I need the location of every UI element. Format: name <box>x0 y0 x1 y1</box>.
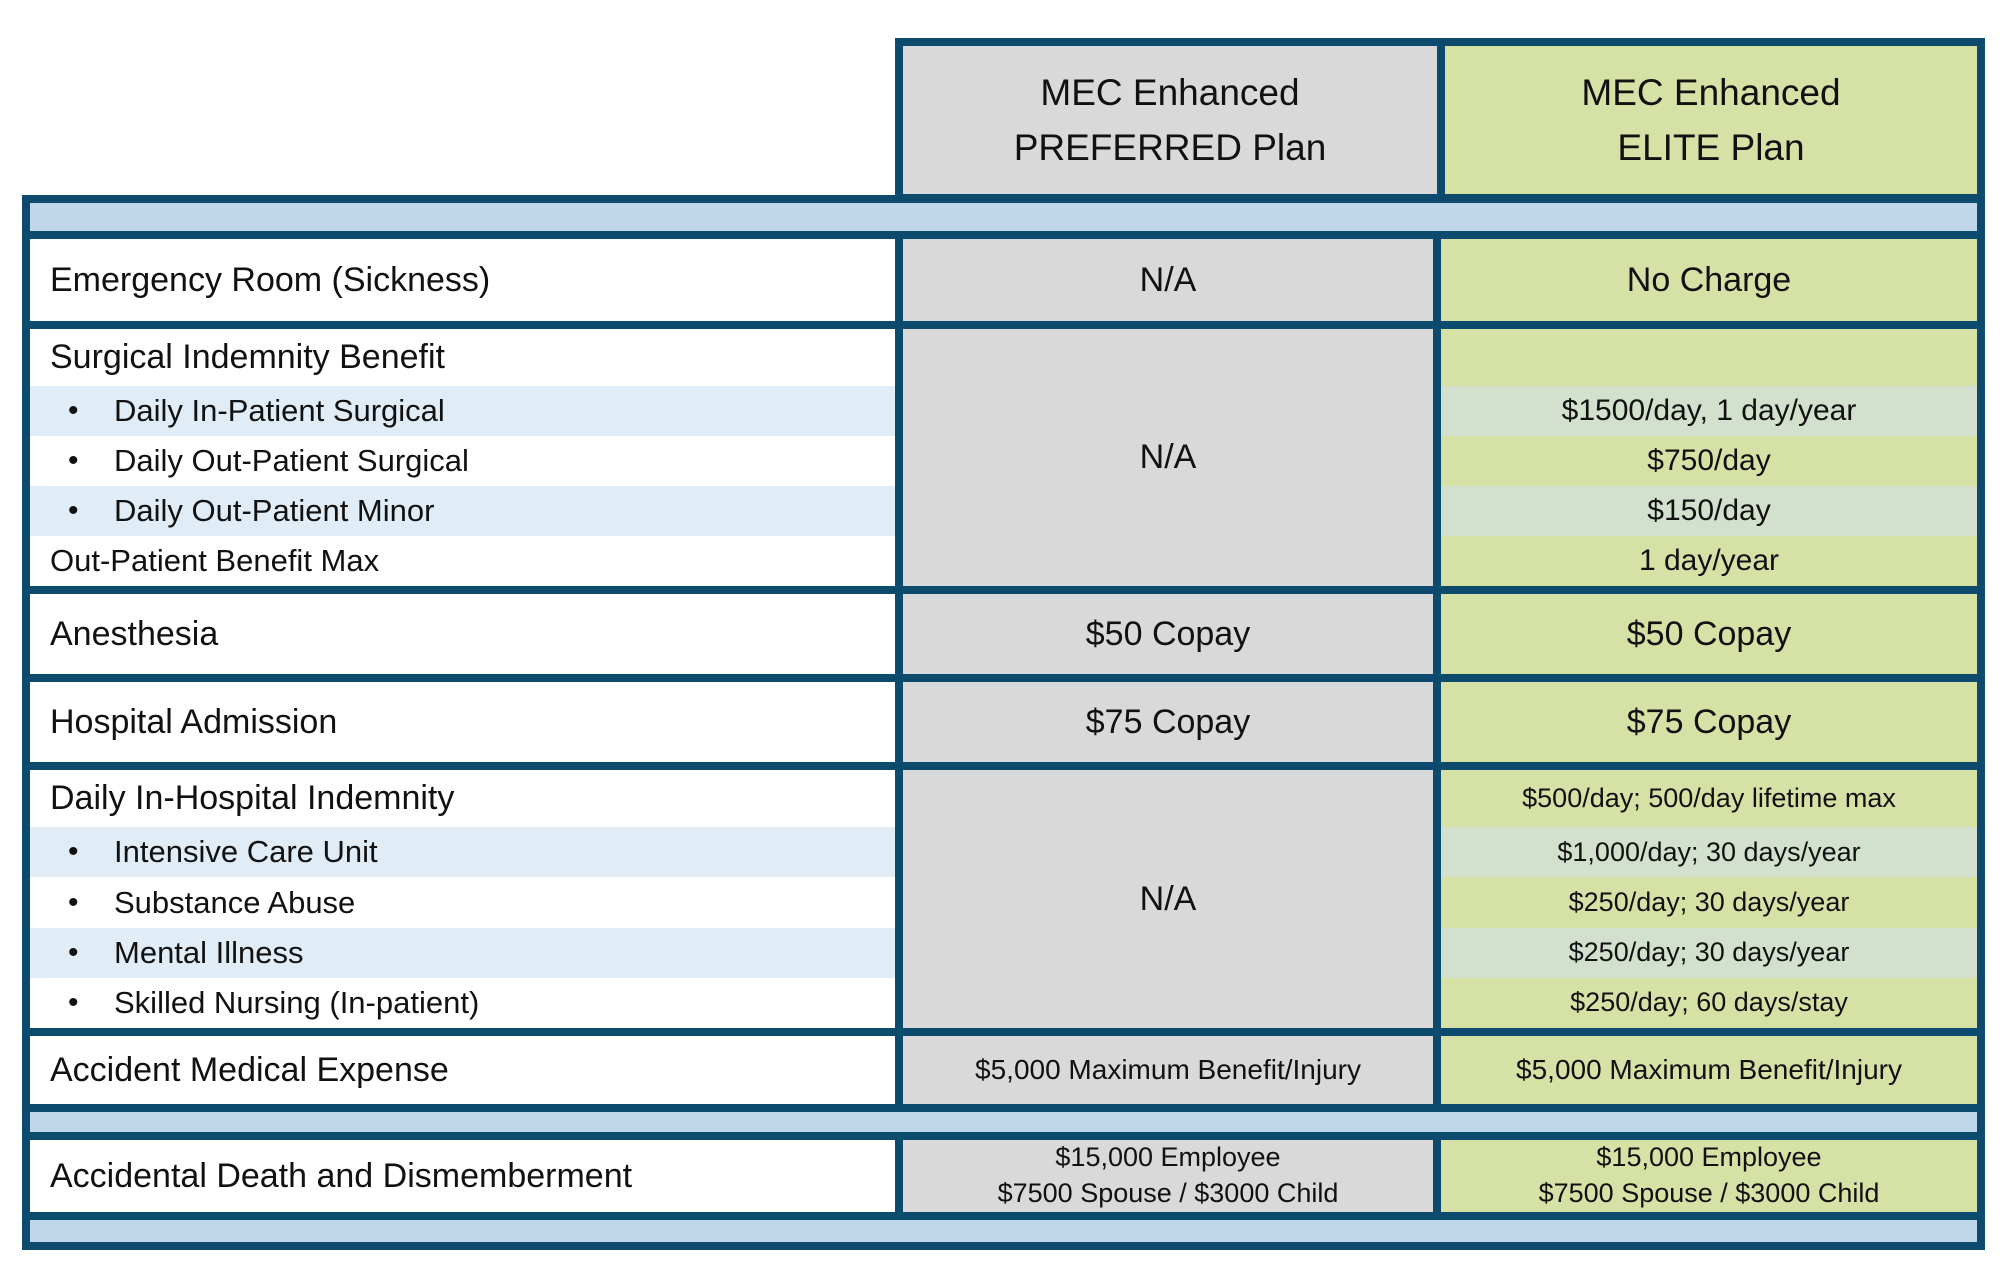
row-add-preferred-value: $15,000 Employee $7500 Spouse / $3000 Ch… <box>903 1140 1433 1212</box>
elite-value-blank <box>1441 329 1977 386</box>
list-item-substance-abuse: • Substance Abuse <box>30 877 895 927</box>
row-daily-in-hospital-label-group: Daily In-Hospital Indemnity • Intensive … <box>30 770 895 1028</box>
elite-value-intensive-care-unit: $1,000/day; 30 days/year <box>1441 827 1977 878</box>
list-item-mental-illness: • Mental Illness <box>30 927 895 978</box>
bullet-icon: • <box>68 444 79 477</box>
elite-value-out-patient-benefit-max: 1 day/year <box>1638 544 1780 577</box>
add-elite-line2: $7500 Spouse / $3000 Child <box>1538 1178 1880 1208</box>
row-daily-in-hospital-elite-values: $500/day; 500/day lifetime max $1,000/da… <box>1441 770 1977 1028</box>
elite-value-out-patient-minor: $150/day <box>1441 486 1977 536</box>
row-accident-medical-expense-label: Accident Medical Expense <box>30 1036 895 1104</box>
bullet-icon: • <box>68 394 79 427</box>
row-accident-medical-expense-elite-value: $5,000 Maximum Benefit/Injury <box>1441 1036 1977 1104</box>
bullet-icon: • <box>68 494 79 527</box>
divider-band-bottom <box>30 1220 1977 1242</box>
list-item-label: Intensive Care Unit <box>114 834 378 870</box>
row-surgical-indemnity-label-group: Surgical Indemnity Benefit • Daily In-Pa… <box>30 329 895 586</box>
elite-value-skilled-nursing: $250/day; 60 days/stay <box>1570 987 1848 1018</box>
row-add-elite-value: $15,000 Employee $7500 Spouse / $3000 Ch… <box>1441 1140 1977 1212</box>
row-add-label: Accidental Death and Dismemberment <box>30 1140 895 1212</box>
bullet-icon: • <box>68 935 79 969</box>
row-hospital-admission-preferred-value: $75 Copay <box>903 682 1433 762</box>
header-elite-line1: MEC Enhanced <box>1581 71 1841 113</box>
header-preferred-plan: MEC Enhanced PREFERRED Plan <box>895 38 1445 202</box>
elite-value-out-patient-surgical: $750/day <box>1647 444 1771 477</box>
list-item-label: Daily Out-Patient Minor <box>114 493 435 528</box>
row-daily-in-hospital-preferred-value: N/A <box>903 770 1433 1028</box>
benefits-table: Emergency Room (Sickness) N/A No Charge … <box>22 195 1985 1250</box>
row-surgical-indemnity-title: Surgical Indemnity Benefit <box>50 338 445 376</box>
header-elite-plan: MEC Enhanced ELITE Plan <box>1437 38 1985 202</box>
row-anesthesia-elite-value: $50 Copay <box>1441 594 1977 674</box>
elite-value-in-patient-surgical: $1500/day, 1 day/year <box>1441 386 1977 436</box>
row-emergency-room-label: Emergency Room (Sickness) <box>30 239 895 321</box>
row-anesthesia-label: Anesthesia <box>30 594 895 674</box>
add-elite-line1: $15,000 Employee <box>1596 1142 1822 1173</box>
add-preferred-line1: $15,000 Employee <box>1055 1142 1281 1173</box>
bullet-icon: • <box>68 885 79 919</box>
row-anesthesia-preferred-value: $50 Copay <box>903 594 1433 674</box>
row-surgical-indemnity-preferred-value: N/A <box>903 329 1433 586</box>
list-item-label: Skilled Nursing (In-patient) <box>114 984 480 1020</box>
row-daily-in-hospital-title: Daily In-Hospital Indemnity <box>50 779 455 818</box>
row-emergency-room-preferred-value: N/A <box>903 239 1433 321</box>
header-preferred-line1: MEC Enhanced <box>1040 71 1300 113</box>
header-elite-line2: ELITE Plan <box>1617 127 1805 168</box>
list-item-daily-in-patient-surgical: • Daily In-Patient Surgical <box>30 386 895 436</box>
divider-band-middle <box>30 1112 1977 1132</box>
add-preferred-line2: $7500 Spouse / $3000 Child <box>997 1178 1339 1208</box>
divider-band-top <box>30 203 1977 231</box>
elite-value-daily-in-hospital: $500/day; 500/day lifetime max <box>1522 783 1896 814</box>
list-item-label: Daily Out-Patient Surgical <box>114 443 469 478</box>
row-hospital-admission-label: Hospital Admission <box>30 682 895 762</box>
elite-value-substance-abuse: $250/day; 30 days/year <box>1568 887 1850 917</box>
list-item-daily-out-patient-surgical: • Daily Out-Patient Surgical <box>30 436 895 486</box>
list-item-label: Substance Abuse <box>114 884 356 920</box>
row-surgical-indemnity-elite-values: $1500/day, 1 day/year $750/day $150/day … <box>1441 329 1977 586</box>
bullet-icon: • <box>68 985 79 1019</box>
list-item-label: Mental Illness <box>114 934 304 970</box>
row-emergency-room-elite-value: No Charge <box>1441 239 1977 321</box>
row-out-patient-benefit-max-label: Out-Patient Benefit Max <box>50 543 380 578</box>
list-item-label: Daily In-Patient Surgical <box>114 393 445 428</box>
list-item-daily-out-patient-minor: • Daily Out-Patient Minor <box>30 486 895 536</box>
list-item-skilled-nursing: • Skilled Nursing (In-patient) <box>30 978 895 1028</box>
bullet-icon: • <box>68 835 79 869</box>
row-hospital-admission-elite-value: $75 Copay <box>1441 682 1977 762</box>
row-accident-medical-expense-preferred-value: $5,000 Maximum Benefit/Injury <box>903 1036 1433 1104</box>
header-preferred-line2: PREFERRED Plan <box>1013 127 1327 168</box>
elite-value-mental-illness: $250/day; 30 days/year <box>1441 927 1977 978</box>
list-item-intensive-care-unit: • Intensive Care Unit <box>30 827 895 878</box>
